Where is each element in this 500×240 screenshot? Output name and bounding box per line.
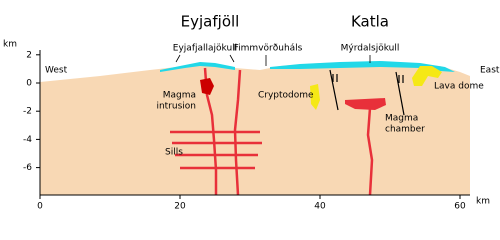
ice-west	[160, 62, 235, 72]
label: West	[45, 66, 68, 76]
label: Sills	[165, 148, 183, 158]
y-tick-label: -2	[23, 107, 32, 117]
label: Fimmvörðuháls	[234, 44, 303, 54]
title-katla: Katla	[351, 13, 389, 31]
faults	[329, 69, 405, 116]
x-tick-label: 60	[454, 202, 466, 212]
label: Magma	[385, 114, 418, 124]
y-tick-label: -4	[23, 135, 32, 145]
label: Mýrdalsjökull	[341, 44, 400, 54]
label: East	[480, 66, 500, 76]
cryptodome	[310, 84, 320, 110]
label: intrusion	[156, 102, 196, 112]
x-axis-label: km	[476, 197, 490, 207]
lava-dome	[412, 66, 442, 86]
cross-section: Eyjafjöll Katla km km West East Eyjafjal…	[3, 13, 500, 212]
magma-chamber	[345, 98, 386, 110]
label: Lava dome	[434, 82, 484, 92]
y-tick-label: 2	[26, 50, 32, 60]
ice-east	[270, 61, 455, 72]
label-arrows	[175, 54, 371, 66]
y-tick-label: 0	[26, 79, 32, 89]
label: chamber	[385, 125, 425, 135]
label: Cryptodome	[258, 91, 314, 101]
terrain	[40, 62, 470, 195]
x-tick-label: 20	[174, 202, 186, 212]
title-eyjafjoll: Eyjafjöll	[181, 13, 240, 31]
y-tick-label: -6	[23, 163, 32, 173]
label: Magma	[163, 91, 196, 101]
magma-intrusion	[200, 78, 214, 95]
y-axis-label: km	[3, 40, 17, 50]
label: Eyjafjallajökull	[173, 44, 237, 54]
x-tick-label: 0	[37, 202, 43, 212]
x-tick-label: 40	[314, 202, 326, 212]
